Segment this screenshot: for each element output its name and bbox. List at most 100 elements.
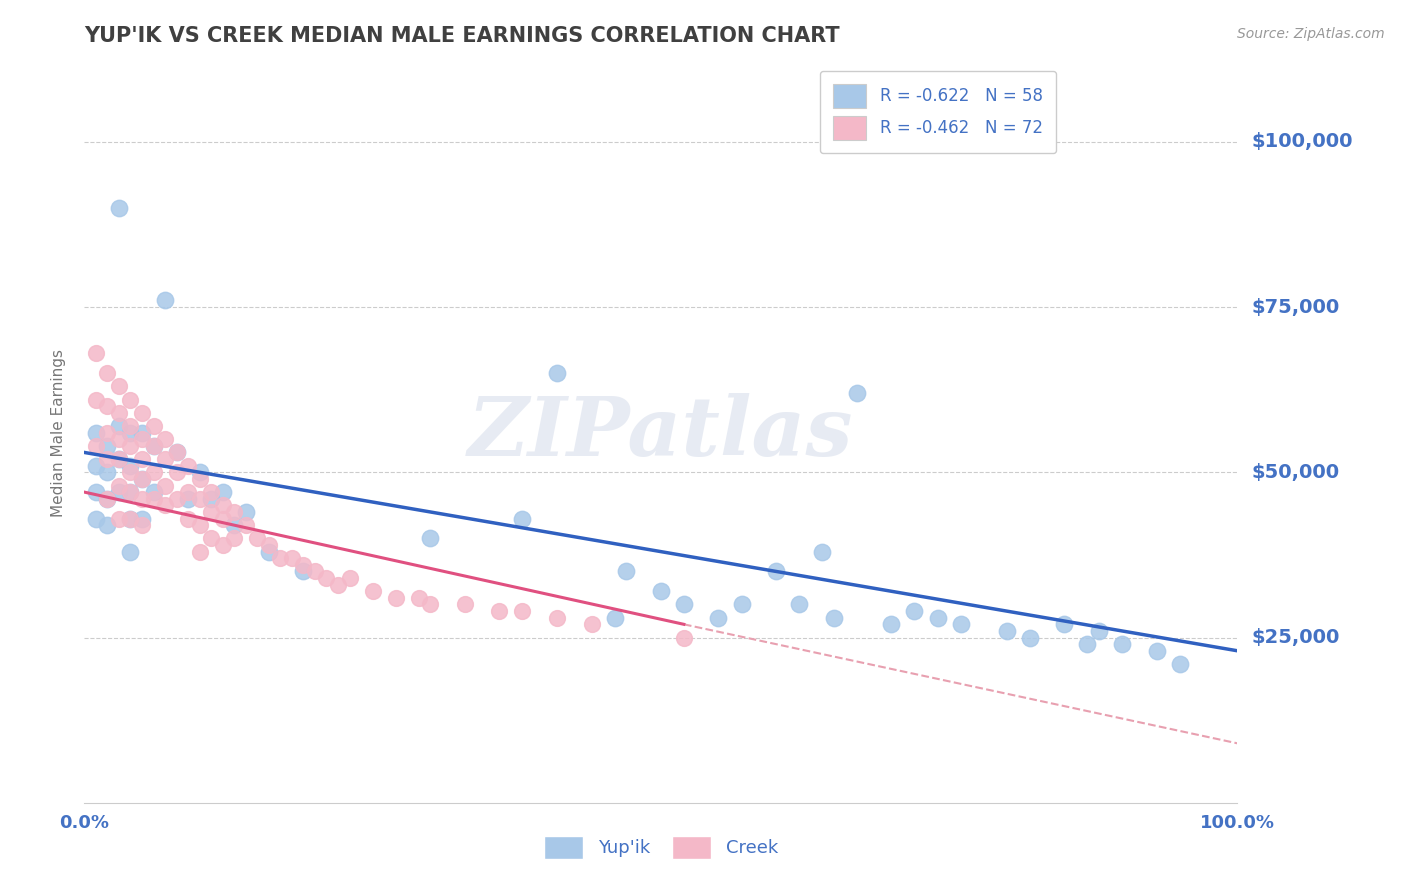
Point — [120, 511, 142, 525]
Point — [361, 584, 384, 599]
Point — [96, 518, 118, 533]
Text: Source: ZipAtlas.com: Source: ZipAtlas.com — [1237, 27, 1385, 41]
Point — [1111, 637, 1133, 651]
Point — [166, 491, 188, 506]
Point — [614, 565, 637, 579]
Point — [96, 439, 118, 453]
Point — [1053, 617, 1076, 632]
Point — [84, 439, 107, 453]
Point — [96, 491, 118, 506]
Point — [211, 511, 233, 525]
Point — [120, 485, 142, 500]
Point — [408, 591, 430, 605]
Point — [224, 505, 246, 519]
Point — [131, 406, 153, 420]
Point — [120, 544, 142, 558]
Point — [120, 392, 142, 407]
Text: ZIPatlas: ZIPatlas — [468, 392, 853, 473]
Point — [257, 544, 280, 558]
Point — [166, 445, 188, 459]
Point — [120, 511, 142, 525]
Text: YUP'IK VS CREEK MEDIAN MALE EARNINGS CORRELATION CHART: YUP'IK VS CREEK MEDIAN MALE EARNINGS COR… — [84, 26, 839, 45]
Point — [200, 532, 222, 546]
Point — [211, 485, 233, 500]
Point — [177, 511, 200, 525]
Point — [880, 617, 903, 632]
Point — [949, 617, 972, 632]
Point — [188, 544, 211, 558]
Point — [120, 458, 142, 473]
Point — [257, 538, 280, 552]
Point — [120, 439, 142, 453]
Point — [235, 505, 257, 519]
Point — [339, 571, 361, 585]
Point — [188, 491, 211, 506]
Point — [224, 532, 246, 546]
Point — [153, 452, 176, 467]
Point — [131, 518, 153, 533]
Point — [177, 458, 200, 473]
Point — [246, 532, 269, 546]
Text: $50,000: $50,000 — [1251, 463, 1340, 482]
Point — [1088, 624, 1111, 638]
Point — [84, 392, 107, 407]
Point — [546, 366, 568, 380]
Point — [211, 499, 233, 513]
Point — [84, 458, 107, 473]
Point — [84, 425, 107, 440]
Point — [142, 465, 165, 479]
Point — [200, 485, 222, 500]
Point — [131, 432, 153, 446]
Point — [166, 465, 188, 479]
Point — [707, 610, 730, 624]
Point — [603, 610, 626, 624]
Point — [326, 577, 349, 591]
Point — [153, 499, 176, 513]
Point — [235, 518, 257, 533]
Point — [765, 565, 787, 579]
Point — [177, 491, 200, 506]
Point — [903, 604, 925, 618]
Point — [292, 565, 315, 579]
Point — [96, 425, 118, 440]
Point — [200, 491, 222, 506]
Point — [1146, 644, 1168, 658]
Point — [488, 604, 510, 618]
Point — [811, 544, 834, 558]
Point — [84, 485, 107, 500]
Text: $75,000: $75,000 — [1251, 298, 1340, 317]
Point — [120, 485, 142, 500]
Point — [120, 425, 142, 440]
Point — [419, 598, 441, 612]
Point — [927, 610, 949, 624]
Point — [131, 491, 153, 506]
Text: $100,000: $100,000 — [1251, 132, 1353, 152]
Point — [131, 511, 153, 525]
Point — [131, 425, 153, 440]
Point — [454, 598, 477, 612]
Point — [211, 538, 233, 552]
Point — [384, 591, 406, 605]
Point — [131, 472, 153, 486]
Point — [96, 465, 118, 479]
Point — [108, 485, 131, 500]
Point — [142, 485, 165, 500]
Point — [419, 532, 441, 546]
Point — [108, 419, 131, 434]
Point — [1168, 657, 1191, 671]
Point — [1018, 631, 1040, 645]
Point — [108, 452, 131, 467]
Point — [108, 478, 131, 492]
Point — [512, 511, 534, 525]
Point — [650, 584, 672, 599]
Point — [269, 551, 291, 566]
Point — [581, 617, 603, 632]
Point — [823, 610, 845, 624]
Point — [108, 452, 131, 467]
Point — [131, 452, 153, 467]
Point — [120, 419, 142, 434]
Point — [96, 399, 118, 413]
Point — [153, 293, 176, 308]
Point — [845, 386, 868, 401]
Point — [304, 565, 326, 579]
